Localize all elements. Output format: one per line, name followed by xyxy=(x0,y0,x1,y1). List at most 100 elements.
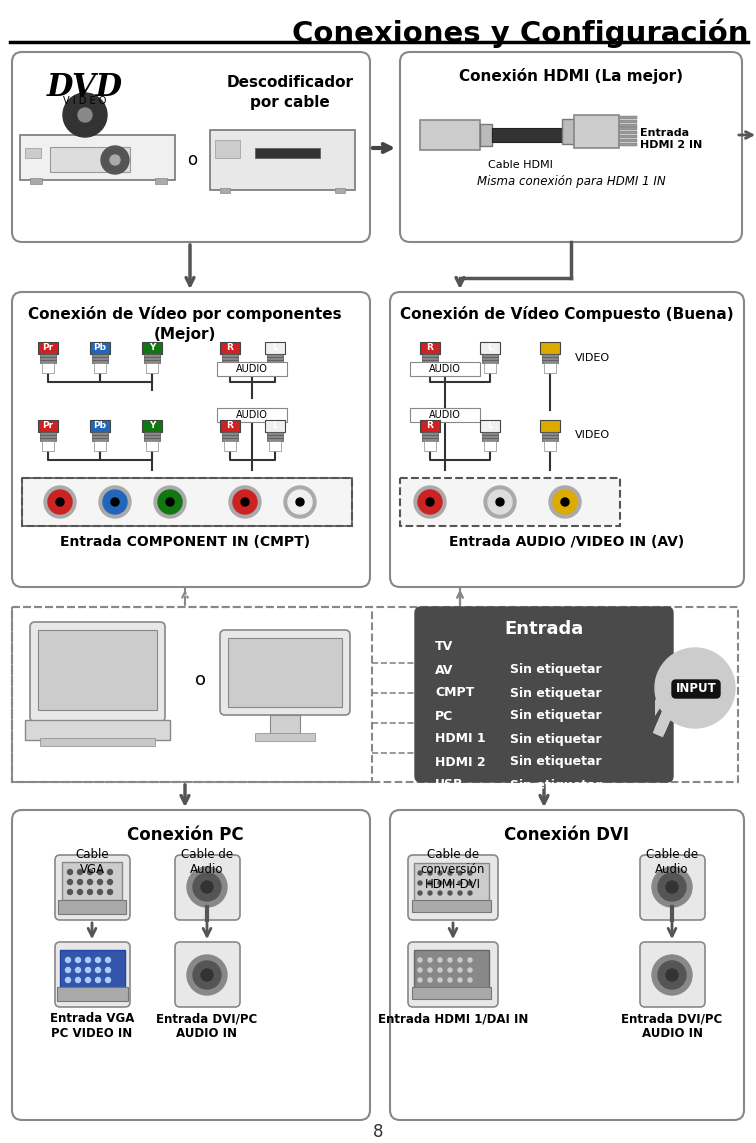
Circle shape xyxy=(655,648,735,728)
Circle shape xyxy=(418,490,442,514)
Bar xyxy=(482,438,498,440)
Text: R: R xyxy=(227,422,234,431)
Bar xyxy=(420,419,440,432)
Bar xyxy=(410,362,480,376)
Bar xyxy=(422,357,438,360)
Text: Entrada COMPONENT IN (CMPT): Entrada COMPONENT IN (CMPT) xyxy=(60,535,310,549)
Bar xyxy=(544,441,556,451)
Circle shape xyxy=(496,498,504,506)
Bar xyxy=(210,130,355,190)
Text: Pr: Pr xyxy=(42,344,54,352)
Bar xyxy=(482,357,498,360)
Circle shape xyxy=(428,968,432,972)
Circle shape xyxy=(488,490,512,514)
Text: Entrada DVI/PC
AUDIO IN: Entrada DVI/PC AUDIO IN xyxy=(156,1012,258,1040)
Bar xyxy=(267,435,283,438)
Circle shape xyxy=(98,879,103,885)
Circle shape xyxy=(154,486,186,518)
FancyBboxPatch shape xyxy=(400,51,742,242)
Circle shape xyxy=(99,486,131,518)
Bar xyxy=(267,432,283,434)
Bar xyxy=(542,432,558,434)
Bar xyxy=(480,123,492,146)
Bar xyxy=(574,115,619,147)
Circle shape xyxy=(658,873,686,901)
Text: VIDEO: VIDEO xyxy=(575,353,610,363)
Circle shape xyxy=(63,93,107,137)
Circle shape xyxy=(448,978,452,982)
Circle shape xyxy=(201,969,213,981)
Circle shape xyxy=(448,968,452,972)
Circle shape xyxy=(95,967,101,973)
Circle shape xyxy=(458,958,462,962)
Bar xyxy=(420,342,440,354)
Bar xyxy=(222,354,238,357)
FancyBboxPatch shape xyxy=(30,622,165,722)
Circle shape xyxy=(448,958,452,962)
Circle shape xyxy=(66,977,70,983)
Bar xyxy=(146,363,158,373)
Circle shape xyxy=(187,868,227,908)
Circle shape xyxy=(67,870,73,874)
Circle shape xyxy=(448,871,452,876)
Text: TV: TV xyxy=(435,640,454,654)
Text: Pb: Pb xyxy=(94,422,107,431)
Bar xyxy=(144,435,160,438)
Bar xyxy=(414,950,489,988)
Bar xyxy=(94,363,106,373)
Bar xyxy=(92,438,108,440)
Text: Conexión de Vídeo Compuesto (Buena): Conexión de Vídeo Compuesto (Buena) xyxy=(400,306,734,322)
Bar xyxy=(420,120,480,150)
Bar xyxy=(92,435,108,438)
Bar xyxy=(482,360,498,362)
Bar xyxy=(224,441,236,451)
Circle shape xyxy=(187,956,227,996)
Bar xyxy=(62,862,122,900)
Bar xyxy=(215,139,240,158)
FancyBboxPatch shape xyxy=(220,630,350,716)
Bar xyxy=(269,363,281,373)
Text: Pr: Pr xyxy=(42,422,54,431)
Bar xyxy=(40,354,56,357)
Circle shape xyxy=(95,977,101,983)
Text: Conexión de Vídeo por componentes
(Mejor): Conexión de Vídeo por componentes (Mejor… xyxy=(28,306,342,342)
Bar xyxy=(540,419,560,432)
Bar xyxy=(144,357,160,360)
Bar xyxy=(222,438,238,440)
Bar xyxy=(60,950,125,988)
Circle shape xyxy=(418,892,422,895)
Bar xyxy=(144,360,160,362)
Circle shape xyxy=(448,892,452,895)
Circle shape xyxy=(549,486,581,518)
Bar xyxy=(142,342,162,354)
Circle shape xyxy=(458,892,462,895)
Circle shape xyxy=(458,881,462,885)
FancyBboxPatch shape xyxy=(408,942,498,1007)
Bar xyxy=(22,478,352,526)
Text: Misma conexión para HDMI 1 IN: Misma conexión para HDMI 1 IN xyxy=(477,175,665,187)
Circle shape xyxy=(241,498,249,506)
Circle shape xyxy=(76,958,80,962)
Bar xyxy=(265,342,285,354)
Bar xyxy=(20,135,175,179)
Bar xyxy=(228,638,342,708)
Bar xyxy=(90,342,110,354)
Bar xyxy=(540,342,560,354)
Text: L: L xyxy=(487,422,493,431)
Bar xyxy=(422,354,438,357)
Circle shape xyxy=(418,968,422,972)
Bar xyxy=(492,128,562,142)
Bar xyxy=(144,432,160,434)
Circle shape xyxy=(652,868,692,908)
Bar xyxy=(542,357,558,360)
Bar xyxy=(480,342,500,354)
Text: 8: 8 xyxy=(373,1124,383,1141)
Circle shape xyxy=(193,873,221,901)
Bar xyxy=(224,363,236,373)
Bar xyxy=(255,733,315,741)
Circle shape xyxy=(95,958,101,962)
Circle shape xyxy=(107,879,113,885)
Bar xyxy=(269,441,281,451)
Circle shape xyxy=(428,978,432,982)
Circle shape xyxy=(56,498,64,506)
